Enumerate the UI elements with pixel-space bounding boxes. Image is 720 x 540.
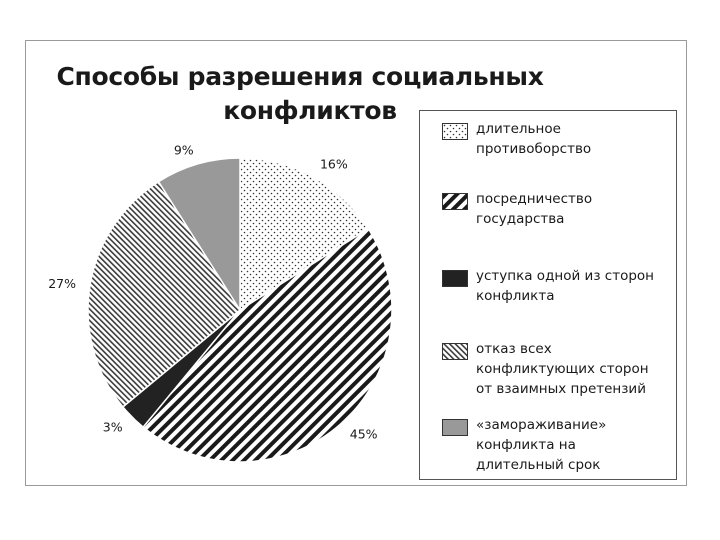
legend-label: отказ всех конфликтующих сторон от взаим… <box>476 341 649 397</box>
chart-title-line-1: Способы разрешения социальных <box>56 62 544 91</box>
chart-legend: длительное противоборство посредничество … <box>419 110 677 480</box>
slice-value-label: 16% <box>320 157 348 172</box>
slice-value-label: 45% <box>350 427 378 442</box>
pie-slice <box>142 227 393 463</box>
legend-item: уступка одной из сторон конфликта <box>442 266 672 306</box>
legend-swatch <box>442 193 468 210</box>
legend-swatch <box>442 123 468 140</box>
legend-swatch <box>442 343 468 360</box>
legend-item: длительное противоборство <box>442 119 672 159</box>
legend-item: отказ всех конфликтующих сторон от взаим… <box>442 339 672 399</box>
legend-label: длительное противоборство <box>476 121 592 157</box>
chart-title: Способы разрешения социальных конфликтов <box>0 60 600 128</box>
chart-title-line-2: конфликтов <box>223 96 397 125</box>
pie-slice <box>157 157 241 313</box>
pie-slice <box>239 157 370 312</box>
legend-swatch <box>442 419 468 436</box>
legend-swatch <box>442 270 468 287</box>
legend-label: уступка одной из сторон конфликта <box>476 268 654 304</box>
pie-slice <box>87 180 241 408</box>
legend-label: «замораживание» конфликта на длительный … <box>476 417 607 473</box>
slice-value-label: 3% <box>103 419 123 434</box>
legend-item: «замораживание» конфликта на длительный … <box>442 415 672 475</box>
slice-value-label: 27% <box>48 276 76 291</box>
legend-label: посредничество государства <box>476 191 593 227</box>
legend-item: посредничество государства <box>442 189 672 229</box>
slice-value-label: 9% <box>174 143 194 158</box>
